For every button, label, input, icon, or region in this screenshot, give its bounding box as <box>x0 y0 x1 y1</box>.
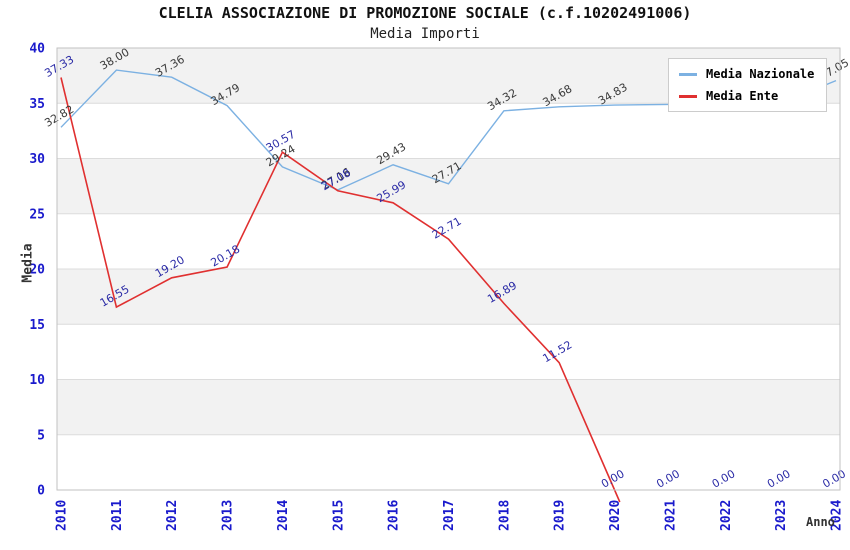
chart-title: CLELIA ASSOCIAZIONE DI PROMOZIONE SOCIAL… <box>158 4 692 22</box>
y-tick-label: 10 <box>29 373 45 388</box>
x-tick-label: 2010 <box>55 500 70 531</box>
plot-band <box>57 269 840 325</box>
x-tick-label: 2023 <box>774 500 789 531</box>
x-tick-label: 2020 <box>608 500 623 531</box>
y-tick-label: 40 <box>29 42 45 57</box>
y-tick-label: 35 <box>29 97 45 112</box>
legend-label-media-nazionale: Media Nazionale <box>706 67 815 81</box>
x-axis-title: Anno <box>806 515 835 529</box>
legend-line-swatch-nazionale-icon <box>679 72 697 76</box>
x-tick-label: 2019 <box>553 500 568 531</box>
y-tick-label: 25 <box>29 207 45 222</box>
series-line-media-ente <box>60 77 621 503</box>
legend: Media Nazionale Media Ente <box>668 58 828 112</box>
x-tick-label: 2021 <box>663 500 678 531</box>
y-axis-title: Media <box>20 243 36 283</box>
y-tick-label: 0 <box>37 484 45 499</box>
plot-band <box>57 213 840 269</box>
x-tick-label: 2013 <box>221 500 236 531</box>
plot-border <box>56 47 841 491</box>
x-tick-label: 2024 <box>830 500 845 531</box>
x-tick-label: 2015 <box>331 500 346 531</box>
x-tick-label: 2011 <box>110 500 125 531</box>
plot-band <box>57 324 840 380</box>
chart-subtitle: Media Importi <box>370 26 480 42</box>
x-tick-label: 2016 <box>387 500 402 531</box>
x-tick-label: 2014 <box>276 500 291 531</box>
legend-label-media-ente: Media Ente <box>706 89 779 103</box>
x-tick-label: 2017 <box>442 500 457 531</box>
plot-band <box>57 103 840 159</box>
legend-item-media-ente: Media Ente <box>679 89 814 103</box>
y-tick-label: 15 <box>29 318 45 333</box>
legend-line-swatch-ente-icon <box>679 94 697 98</box>
legend-item-media-nazionale: Media Nazionale <box>679 67 814 81</box>
plot-band <box>57 379 840 435</box>
y-tick-label: 30 <box>29 152 45 167</box>
plot-band <box>57 434 840 490</box>
x-tick-label: 2012 <box>165 500 180 531</box>
y-tick-label: 20 <box>29 263 45 278</box>
x-tick-label: 2018 <box>497 500 512 531</box>
plot-band <box>57 158 840 214</box>
x-tick-label: 2022 <box>719 500 734 531</box>
y-tick-label: 5 <box>37 428 45 443</box>
